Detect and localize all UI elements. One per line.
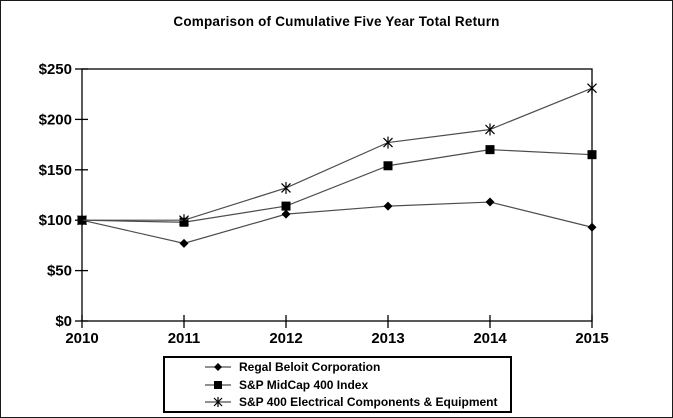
x-axis-tick-label: 2011 bbox=[168, 330, 201, 347]
diamond-marker bbox=[383, 201, 393, 211]
legend-label: Regal Beloit Corporation bbox=[239, 360, 381, 375]
series-regal-beloit-corporation bbox=[77, 197, 597, 248]
asterisk-marker bbox=[213, 397, 223, 407]
series-s-p-400-electrical-components-equipment bbox=[77, 82, 597, 227]
asterisk-marker bbox=[587, 83, 597, 94]
legend-marker-asterisk-icon bbox=[205, 396, 231, 407]
series-line bbox=[81, 149, 593, 223]
asterisk-marker bbox=[77, 215, 87, 226]
legend-label: S&P 400 Electrical Components & Equipmen… bbox=[239, 394, 498, 409]
diamond-marker bbox=[281, 209, 291, 219]
legend-marker-square-icon bbox=[205, 380, 231, 389]
chart-title: Comparison of Cumulative Five Year Total… bbox=[173, 14, 500, 29]
y-axis-tick-label: $200 bbox=[39, 111, 72, 128]
asterisk-marker bbox=[383, 137, 393, 148]
asterisk-marker bbox=[179, 215, 189, 226]
series-s-p-midcap-400-index bbox=[77, 145, 597, 227]
asterisk-marker bbox=[281, 183, 291, 193]
legend-label: S&P MidCap 400 Index bbox=[239, 377, 369, 392]
legend-item-sp-midcap-400-index: S&P MidCap 400 Index bbox=[205, 377, 510, 393]
diamond-marker bbox=[485, 197, 495, 207]
diamond-marker bbox=[214, 363, 222, 372]
plot-border bbox=[81, 68, 593, 322]
y-axis-tick-label: $100 bbox=[39, 212, 72, 229]
diamond-marker bbox=[587, 222, 597, 232]
square-marker bbox=[214, 380, 222, 389]
legend-item-sp-400-electrical-components-equipment: S&P 400 Electrical Components & Equipmen… bbox=[205, 394, 510, 410]
y-axis-tick-label: $150 bbox=[39, 162, 72, 179]
series-line bbox=[82, 87, 593, 221]
legend-item-regal-beloit-corporation: Regal Beloit Corporation bbox=[205, 359, 510, 375]
legend-marker-diamond-icon bbox=[205, 363, 231, 372]
square-marker bbox=[587, 150, 597, 160]
y-axis-tick-label: $250 bbox=[39, 61, 72, 78]
square-marker bbox=[383, 161, 393, 171]
x-axis-tick-label: 2013 bbox=[371, 330, 404, 347]
x-axis-tick-label: 2014 bbox=[473, 330, 507, 347]
square-marker bbox=[485, 145, 495, 155]
legend-box: Regal Beloit Corporation S&P MidCap 400 … bbox=[163, 356, 512, 413]
x-axis-tick-label: 2015 bbox=[575, 330, 608, 347]
square-marker bbox=[281, 201, 291, 211]
x-axis-tick-label: 2012 bbox=[269, 330, 302, 347]
y-axis-tick-label: $0 bbox=[55, 313, 72, 330]
asterisk-marker bbox=[485, 124, 495, 135]
diamond-marker bbox=[179, 238, 189, 248]
series-line bbox=[81, 201, 593, 245]
x-axis-tick-label: 2010 bbox=[65, 330, 98, 347]
y-axis-tick-label: $50 bbox=[47, 263, 72, 280]
